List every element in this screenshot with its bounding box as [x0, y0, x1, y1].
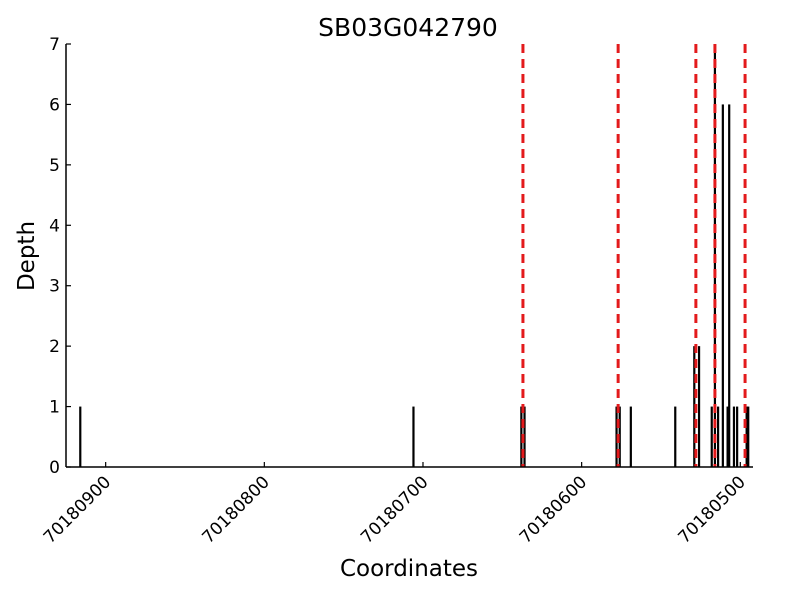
y-tick-label: 2 [49, 337, 60, 357]
depth-bar [523, 406, 526, 467]
y-tick-label: 1 [49, 398, 60, 418]
x-tick-label: 70180600 [516, 472, 591, 547]
x-tick-label: 70180800 [199, 472, 274, 547]
depth-bar [615, 406, 618, 467]
depth-bar [520, 406, 523, 467]
y-axis-ticks: 0 1 2 3 4 5 6 7 [49, 35, 71, 478]
depth-bar [79, 406, 82, 467]
y-tick-label: 3 [49, 277, 60, 297]
y-tick-label: 4 [49, 216, 60, 236]
depth-bar [412, 406, 415, 467]
y-axis-label: Depth [14, 221, 40, 291]
x-tick-label: 70180900 [40, 472, 115, 547]
depth-bar [728, 104, 731, 468]
depth-bar [716, 406, 720, 467]
marker-lines-layer [521, 44, 747, 467]
depth-bar [674, 406, 677, 467]
y-tick-label: 7 [49, 35, 60, 55]
depth-bar [618, 406, 621, 467]
depth-bar [629, 406, 632, 467]
depth-bar [710, 406, 713, 467]
depth-bar [745, 406, 748, 467]
depth-bar [732, 406, 736, 467]
x-axis-ticks: 70180900 70180800 70180700 70180600 70180500 [40, 462, 750, 548]
x-axis-label: Coordinates [340, 556, 478, 582]
depth-bar [721, 104, 724, 468]
y-tick-label: 5 [49, 156, 60, 176]
depth-bar [697, 346, 701, 467]
depth-bar [693, 346, 696, 467]
x-tick-label: 70180700 [357, 472, 432, 547]
y-tick-label: 0 [49, 458, 60, 478]
x-tick-label: 70180500 [675, 472, 750, 547]
depth-bar [747, 406, 750, 467]
bars-layer [79, 44, 750, 468]
depth-bar [726, 406, 729, 467]
chart-title: SB03G042790 [318, 13, 498, 42]
depth-bar [736, 406, 739, 467]
y-tick-label: 6 [49, 95, 60, 115]
